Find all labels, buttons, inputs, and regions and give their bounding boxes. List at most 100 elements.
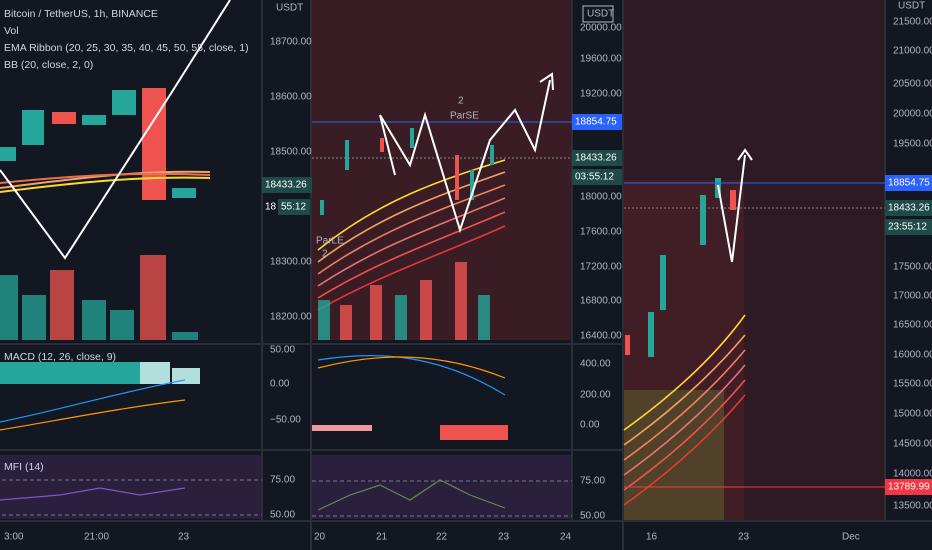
- price-tag-label: 55:12: [281, 202, 306, 213]
- price-label: 18600.00: [270, 92, 312, 103]
- price-tag: [278, 199, 310, 215]
- annotation: 2: [322, 249, 328, 260]
- price-tag: [572, 114, 622, 130]
- arrow: [539, 72, 554, 91]
- panel-bg: [312, 455, 572, 519]
- price-tag: [885, 200, 932, 216]
- price-tag-label: 23:55:12: [888, 222, 927, 233]
- price-label: 20500.00: [893, 79, 932, 90]
- price-label: 16500.00: [893, 320, 932, 331]
- time-label: 16: [646, 532, 658, 543]
- time-label: 20: [314, 532, 326, 543]
- macd-label: 0.00: [580, 420, 600, 431]
- signal-line: [0, 399, 186, 431]
- price-tag: [572, 169, 622, 185]
- price-tag: [572, 150, 622, 166]
- volume-bars: [318, 262, 490, 340]
- price-unit: USDT: [587, 9, 614, 20]
- price-label: 17000.00: [893, 291, 932, 302]
- ema-ribbon: [0, 170, 211, 193]
- price-label: 20000.00: [580, 23, 622, 34]
- zone: [624, 390, 724, 522]
- price-label: 17500.00: [893, 262, 932, 273]
- price-tag: [885, 219, 932, 235]
- price-label: 21000.00: [893, 46, 932, 57]
- drawing: [717, 154, 746, 263]
- legend: Bitcoin / TetherUS, 1h, BINANCE: [4, 8, 158, 20]
- price-label: 18700.00: [270, 37, 312, 48]
- price-label: 16800.00: [580, 296, 622, 307]
- arrow: [737, 148, 753, 161]
- volume-bars: [0, 255, 198, 340]
- price-label: 16400.00: [580, 331, 622, 342]
- time-label: 24: [560, 532, 572, 543]
- legend: EMA Ribbon (20, 25, 30, 35, 40, 45, 50, …: [4, 42, 249, 54]
- indicator-label: MFI (14): [4, 461, 44, 473]
- unit-box: [582, 5, 614, 23]
- annotation: 2: [458, 96, 464, 107]
- drawing: [0, 0, 231, 260]
- mfi-line: [317, 479, 506, 511]
- macd-label: −50.00: [270, 415, 301, 426]
- price-label: 19200.00: [580, 89, 622, 100]
- time-label: 3:00: [4, 532, 24, 543]
- time-label: 23: [498, 532, 510, 543]
- macd-hist: [0, 362, 200, 384]
- macd-line: [317, 354, 506, 396]
- price-label: 19500.00: [893, 139, 932, 150]
- annotation: ParSE: [450, 111, 479, 122]
- price-label: 15500.00: [893, 379, 932, 390]
- time-label: 22: [436, 532, 448, 543]
- ema-ribbon: [623, 314, 746, 506]
- price-tag-label: 18433.26: [265, 180, 307, 191]
- price-label: 13500.00: [893, 501, 932, 512]
- drawing: [379, 79, 551, 234]
- price-tag-label: 18: [265, 202, 277, 213]
- annotation: ParLE: [316, 236, 344, 247]
- price-label: 18300.00: [270, 257, 312, 268]
- signal-line: [317, 356, 506, 379]
- price-tag-label: 13789.99: [888, 482, 930, 493]
- mfi-label: 50.00: [580, 511, 605, 522]
- mfi-label: 75.00: [580, 476, 605, 487]
- time-label: 21: [376, 532, 388, 543]
- time-label: Dec: [842, 532, 860, 543]
- price-label: 14000.00: [893, 469, 932, 480]
- mfi-label: 75.00: [270, 475, 295, 486]
- macd-line: [0, 379, 186, 423]
- price-label: 19600.00: [580, 54, 622, 65]
- price-tag-label: 18854.75: [575, 117, 617, 128]
- legend: Vol: [4, 25, 19, 37]
- price-label: 18200.00: [270, 312, 312, 323]
- price-tag-label: 18433.26: [888, 203, 930, 214]
- time-label: 21:00: [84, 532, 109, 543]
- price-tag: [885, 175, 932, 191]
- macd-label: 0.00: [270, 379, 290, 390]
- price-label: 18500.00: [270, 147, 312, 158]
- mfi-label: 50.00: [270, 510, 295, 521]
- price-label: 17600.00: [580, 227, 622, 238]
- price-label: 14500.00: [893, 439, 932, 450]
- price-unit: USDT: [898, 1, 925, 12]
- indicator-label: MACD (12, 26, close, 9): [4, 351, 116, 363]
- legend: BB (20, close, 2, 0): [4, 59, 93, 71]
- macd-label: 50.00: [270, 345, 295, 356]
- macd-hist: [440, 425, 508, 440]
- price-tag-label: 03:55:12: [575, 172, 614, 183]
- time-label: 23: [738, 532, 750, 543]
- price-label: 20000.00: [893, 109, 932, 120]
- mfi-line: [0, 487, 186, 501]
- price-tag-label: 18854.75: [888, 178, 930, 189]
- price-tag: [885, 479, 932, 495]
- macd-label: 400.00: [580, 359, 611, 370]
- price-label: 15000.00: [893, 409, 932, 420]
- time-label: 23: [178, 532, 190, 543]
- price-label: 16000.00: [893, 350, 932, 361]
- price-tag-label: 18433.26: [575, 153, 617, 164]
- panel-bg: [0, 455, 262, 519]
- macd-hist: [312, 425, 372, 431]
- price-label: 17200.00: [580, 262, 622, 273]
- price-label: 21500.00: [893, 17, 932, 28]
